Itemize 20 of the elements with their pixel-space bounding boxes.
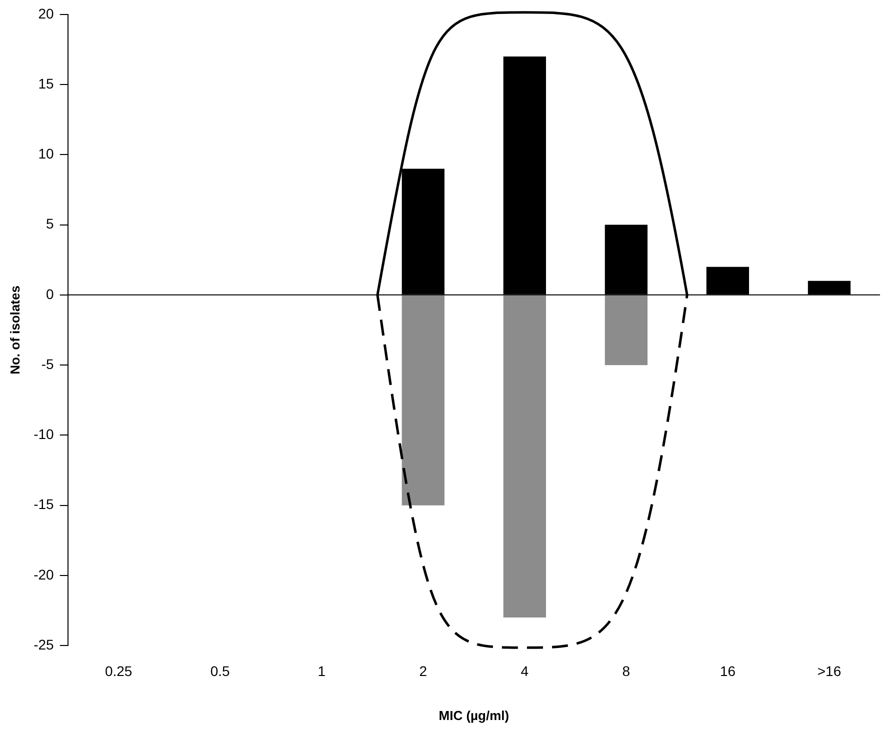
x-tick-label: 0.5 xyxy=(210,662,230,679)
y-tick-label: 15 xyxy=(38,75,54,92)
y-tick-label: 5 xyxy=(46,216,54,232)
y-tick-label: 0 xyxy=(46,286,54,302)
x-tick-label: 8 xyxy=(622,662,630,679)
x-tick-label: 1 xyxy=(318,662,326,679)
y-tick-label: -10 xyxy=(34,426,54,442)
y-tick-label: 20 xyxy=(38,5,54,22)
y-axis-title: No. of isolates xyxy=(7,286,22,374)
y-tick-label: -20 xyxy=(34,566,54,582)
y-tick-label: -25 xyxy=(34,636,54,652)
y-tick-label: -15 xyxy=(34,496,54,512)
x-tick-label: 4 xyxy=(520,662,529,679)
x-axis-title: MIC (µg/ml) xyxy=(438,708,510,723)
x-tick-label: 0.25 xyxy=(104,662,132,679)
x-tick-label: 16 xyxy=(720,662,736,679)
y-tick-label: -5 xyxy=(41,356,54,372)
x-tick-label: 2 xyxy=(419,662,428,679)
x-tick-label: >16 xyxy=(817,662,842,679)
y-tick-label: 10 xyxy=(38,146,54,162)
